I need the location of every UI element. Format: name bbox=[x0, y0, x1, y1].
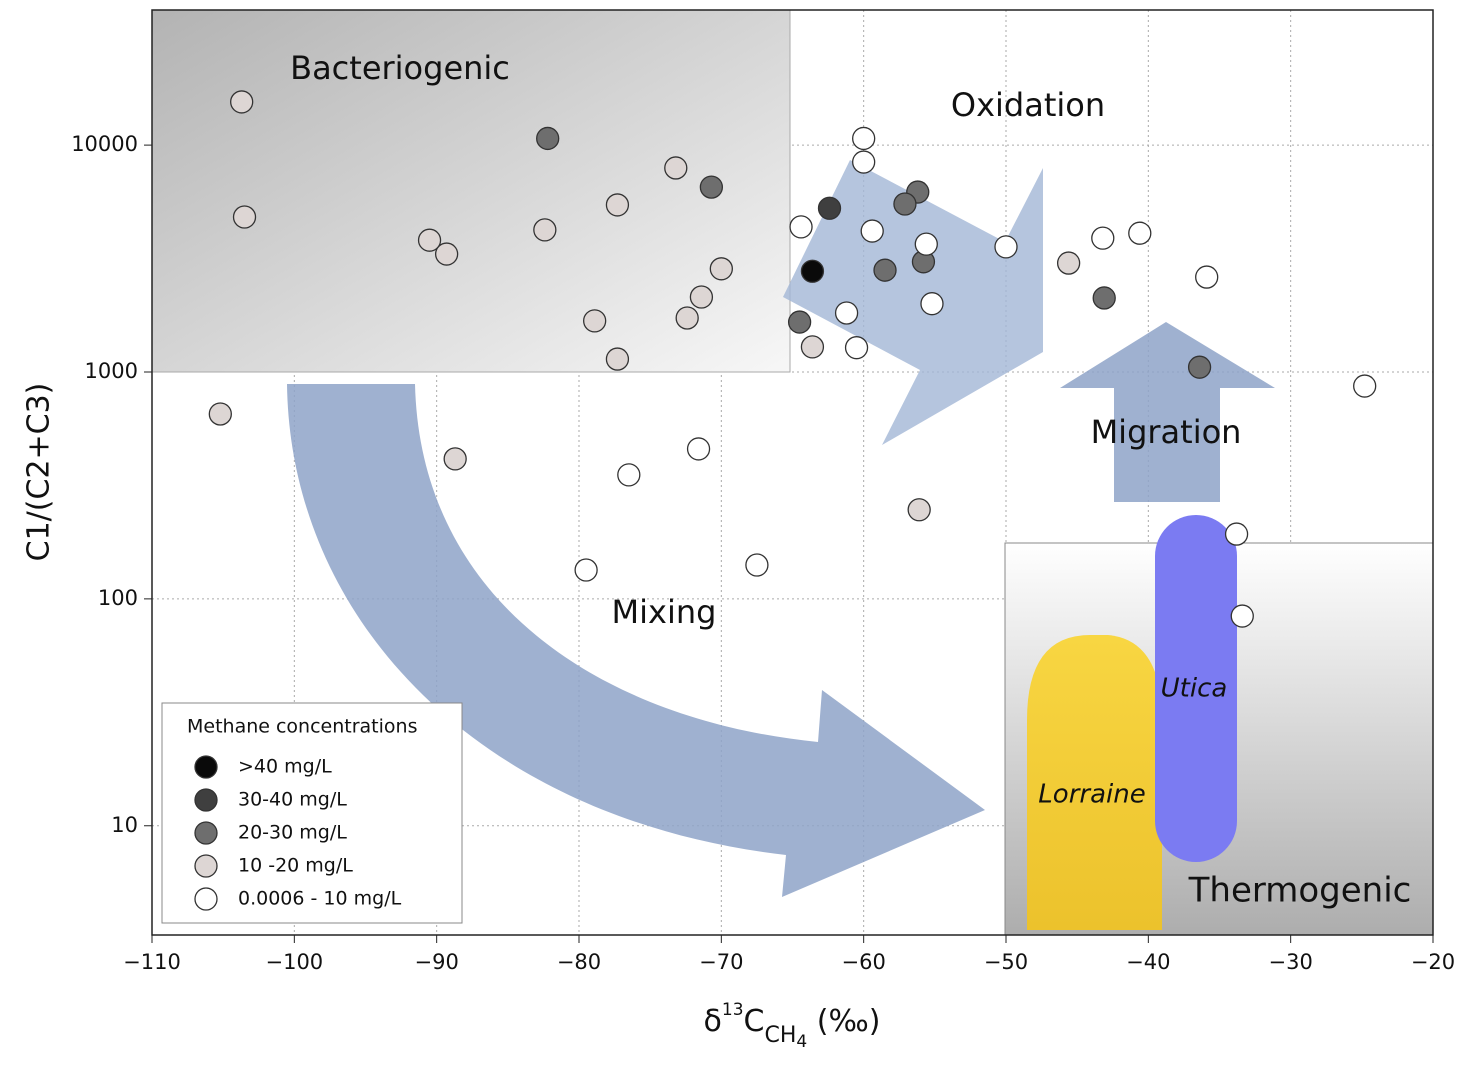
data-point bbox=[853, 151, 875, 173]
data-point bbox=[874, 259, 896, 281]
data-point bbox=[618, 464, 640, 486]
data-point bbox=[1092, 227, 1114, 249]
annotation: Utica bbox=[1161, 674, 1228, 704]
data-point bbox=[836, 302, 858, 324]
data-point bbox=[1129, 222, 1151, 244]
data-point bbox=[690, 286, 712, 308]
legend-marker bbox=[195, 789, 217, 811]
data-point bbox=[436, 243, 458, 265]
x-tick-label: −90 bbox=[415, 950, 459, 974]
legend-label: >40 mg/L bbox=[238, 756, 332, 778]
x-tick-label: −110 bbox=[123, 950, 181, 974]
x-tick-label: −40 bbox=[1126, 950, 1170, 974]
legend: Methane concentrations >40 mg/L 30-40 mg/… bbox=[162, 703, 462, 923]
y-tick-label: 100 bbox=[98, 586, 138, 610]
data-point bbox=[537, 127, 559, 149]
x-axis-label-part: CH bbox=[765, 1023, 797, 1048]
chart: Bacteriogenic Oxidation Migration Mixing… bbox=[0, 0, 1462, 1061]
x-axis-label-part: δ bbox=[704, 1004, 722, 1039]
data-point bbox=[575, 559, 597, 581]
data-point bbox=[846, 337, 868, 359]
annotation: Oxidation bbox=[951, 86, 1105, 124]
data-point bbox=[534, 219, 556, 241]
data-point bbox=[209, 403, 231, 425]
data-point bbox=[915, 233, 937, 255]
x-tick-label: −50 bbox=[984, 950, 1028, 974]
data-point bbox=[606, 348, 628, 370]
data-point bbox=[676, 307, 698, 329]
data-point bbox=[606, 194, 628, 216]
data-point bbox=[1226, 523, 1248, 545]
data-point bbox=[790, 216, 812, 238]
x-tick-label: −80 bbox=[557, 950, 601, 974]
migration-arrow bbox=[1060, 322, 1275, 502]
page: Bacteriogenic Oxidation Migration Mixing… bbox=[0, 0, 1462, 1065]
annotation: Thermogenic bbox=[1188, 871, 1412, 911]
data-point bbox=[688, 438, 710, 460]
data-point bbox=[584, 310, 606, 332]
legend-label: 30-40 mg/L bbox=[238, 789, 347, 811]
data-point bbox=[1058, 252, 1080, 274]
x-axis-label-part: C bbox=[744, 1004, 765, 1039]
data-point bbox=[1093, 287, 1115, 309]
data-point bbox=[665, 157, 687, 179]
legend-marker bbox=[195, 855, 217, 877]
data-point bbox=[234, 206, 256, 228]
data-point bbox=[894, 193, 916, 215]
annotation: Migration bbox=[1091, 413, 1242, 451]
x-axis-label-part: 4 bbox=[796, 1032, 807, 1052]
data-point bbox=[231, 91, 253, 113]
data-point bbox=[908, 499, 930, 521]
data-point bbox=[1189, 356, 1211, 378]
data-point bbox=[921, 293, 943, 315]
x-axis-label: δ13CCH4 (‰) bbox=[704, 1000, 881, 1052]
data-point bbox=[1231, 605, 1253, 627]
legend-label: 10 -20 mg/L bbox=[238, 855, 353, 877]
x-axis-label-part: (‰) bbox=[807, 1004, 880, 1039]
y-tick-label: 10 bbox=[111, 813, 138, 837]
data-point bbox=[789, 311, 811, 333]
legend-marker bbox=[195, 888, 217, 910]
data-point bbox=[801, 336, 823, 358]
legend-label: 0.0006 - 10 mg/L bbox=[238, 888, 402, 910]
x-tick-label: −60 bbox=[842, 950, 886, 974]
data-point bbox=[746, 554, 768, 576]
legend-title: Methane concentrations bbox=[187, 716, 417, 738]
x-tick-label: −100 bbox=[265, 950, 323, 974]
data-point bbox=[1354, 375, 1376, 397]
data-point bbox=[995, 236, 1017, 258]
legend-marker bbox=[195, 822, 217, 844]
data-point bbox=[1196, 266, 1218, 288]
annotation: Lorraine bbox=[1038, 780, 1145, 810]
data-point bbox=[710, 258, 732, 280]
data-point bbox=[819, 197, 841, 219]
y-axis-label: C1/(C2+C3) bbox=[22, 383, 57, 562]
x-tick-label: −30 bbox=[1269, 950, 1313, 974]
data-point bbox=[853, 127, 875, 149]
data-point bbox=[861, 220, 883, 242]
data-point bbox=[444, 448, 466, 470]
y-tick-label: 10000 bbox=[71, 132, 138, 156]
x-axis-label-part: 13 bbox=[722, 1000, 744, 1020]
legend-label: 20-30 mg/L bbox=[238, 822, 347, 844]
legend-marker bbox=[195, 756, 217, 778]
x-tick-label: −20 bbox=[1411, 950, 1455, 974]
annotation: Mixing bbox=[612, 593, 717, 631]
y-tick-label: 1000 bbox=[85, 359, 138, 383]
x-tick-label: −70 bbox=[699, 950, 743, 974]
data-point bbox=[801, 260, 823, 282]
data-point bbox=[700, 176, 722, 198]
annotation: Bacteriogenic bbox=[290, 49, 510, 87]
